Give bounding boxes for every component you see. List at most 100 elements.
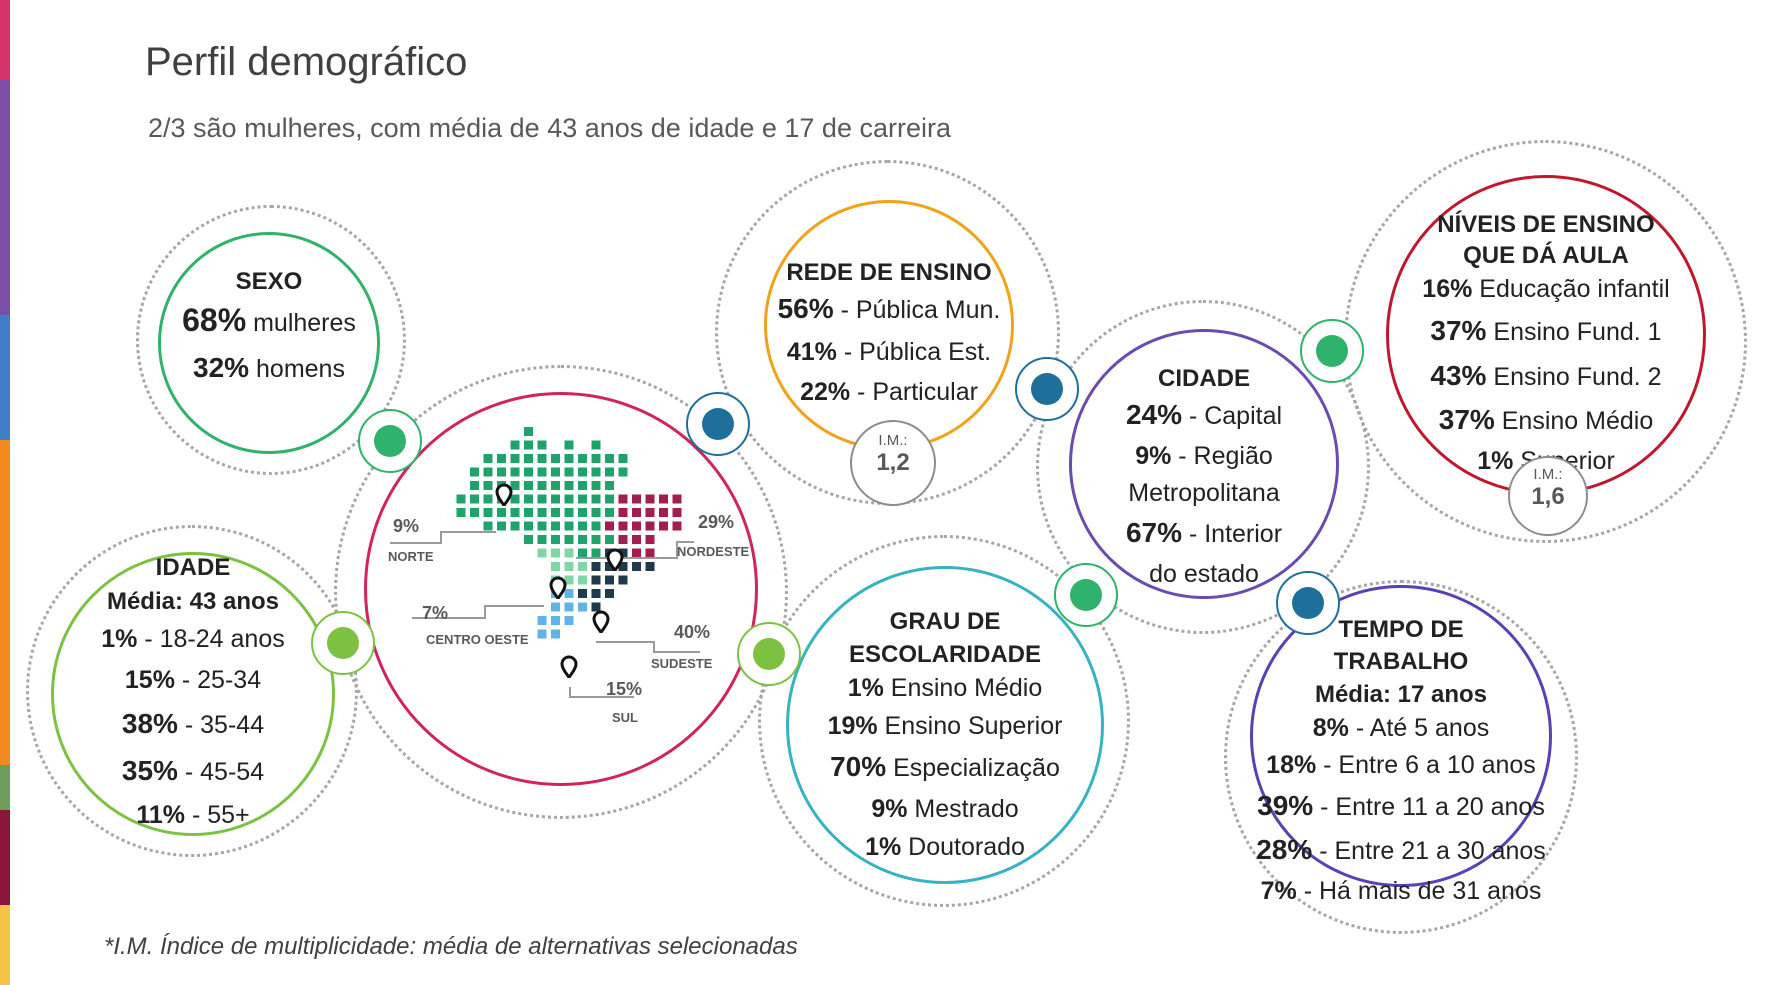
stripe-1 [0,0,10,80]
map-cell [510,440,520,450]
idade-connector-fill [327,627,359,659]
cidade-bottom-connector-fill [1070,579,1102,611]
norte-label: NORTE [388,549,434,564]
sul-pct: 15% [606,679,643,699]
map-cell [564,562,574,571]
sexo-outer-ring [136,205,406,475]
map-cell [524,535,533,544]
idade-label: - 45-54 [177,758,265,786]
map-cell [551,467,560,477]
map-cell [551,494,560,504]
grau-row: 70% Especialização [791,747,1099,792]
map-cell [618,535,628,544]
map-cell [605,508,614,517]
sexo-connector-dot [358,409,422,473]
idade-label: - 35-44 [177,711,265,739]
map-cell [551,521,560,531]
stripe-6 [0,810,10,905]
tempo-heading: TRABALHO [1333,648,1469,675]
grau-connector-dot [737,622,801,686]
sexo-heading: SEXO [235,268,303,295]
niveis-pct: 37% [1430,315,1487,346]
idade-pct: 38% [121,708,178,739]
grau-pct: 1% [847,674,884,702]
sexo-label: homens [249,355,345,383]
cidade-row: Metropolitana [1074,477,1334,513]
grau-pct: 70% [830,751,887,782]
cidade-pct: 9% [1135,442,1172,470]
niveis-im-badge: I.M.: 1,6 [1508,456,1588,536]
grau-row: 9% Mestrado [791,792,1099,830]
map-cell [591,521,601,531]
rede-circle [764,200,1014,450]
idade-pct: 11% [136,801,186,829]
cidade-content: CIDADE 24% - Capital 9% - Região Metropo… [1074,362,1334,594]
cidade-heading: CIDADE [1157,365,1250,392]
map-cell [605,535,614,544]
sul-pin-icon [560,655,578,679]
map-cell [537,454,547,463]
map-cell [551,508,560,517]
grau-heading: GRAU DE [889,608,1001,635]
map-cell [564,589,574,598]
brazil-map [390,427,700,698]
map-cell [618,494,628,504]
norte-pct: 9% [393,516,420,536]
niveis-pct: 43% [1430,360,1487,391]
grau-pct: 1% [865,833,902,861]
cidade-pct: 24% [1125,399,1182,430]
idade-label: - 25-34 [174,666,262,694]
tempo-row: 39% - Entre 11 a 20 anos [1236,786,1566,831]
map-cell [632,521,641,531]
map-cell [564,481,574,490]
tempo-row: 28% - Entre 21 a 30 anos [1236,831,1566,874]
niveis-connector-dot [1300,319,1364,383]
map-cell [537,548,547,558]
map-cell [578,521,587,531]
map-cell [551,454,560,463]
rede-pct: 56% [777,293,834,324]
idade-row: 38% - 35-44 [56,702,330,751]
centro-oeste-leader-line [412,605,544,619]
page-subtitle: 2/3 são mulheres, com média de 43 anos d… [148,113,951,143]
map-cell [578,481,587,490]
grau-pct: 9% [871,795,908,823]
map-cell [564,454,574,463]
grau-label: Ensino Médio [883,674,1043,702]
map-cell [537,508,547,517]
map-cell [524,494,533,504]
sexo-circle [158,232,380,454]
niveis-row: 37% Ensino Fund. 1 [1391,311,1701,356]
map-cell [591,494,601,504]
map-cell [537,440,547,450]
idade-connector-dot [311,611,375,675]
tempo-connector-dot [1276,571,1340,635]
rede-connector-dot [686,392,750,456]
map-cell [659,521,668,531]
map-cell [551,481,560,490]
rede-im-label: I.M.: [878,432,908,449]
map-cell [510,508,520,517]
map-cell [645,521,655,531]
niveis-label: Ensino Fund. 2 [1486,363,1662,391]
map-cell [591,535,601,544]
tempo-label: - Entre 6 a 10 anos [1316,751,1536,779]
idade-row: 11% - 55+ [56,796,330,838]
map-cell [537,481,547,490]
niveis-row: 37% Ensino Médio [1391,400,1701,444]
tempo-label: - Entre 11 a 20 anos [1313,793,1545,821]
niveis-connector-fill [1316,335,1348,367]
map-cell [551,535,560,544]
cidade-label: Metropolitana [1128,479,1280,507]
map-cell [591,467,601,477]
rede-pct: 22% [800,378,851,406]
rede-row: 22% - Particular [759,374,1019,414]
map-cell [537,467,547,477]
idade-media: Média: 43 anos [106,588,280,615]
map-cell [605,454,614,463]
map-cell [618,562,628,571]
map-cell [537,521,547,531]
map-cell [537,629,547,639]
map-cell [564,440,574,450]
idade-row: 35% - 45-54 [56,751,330,796]
